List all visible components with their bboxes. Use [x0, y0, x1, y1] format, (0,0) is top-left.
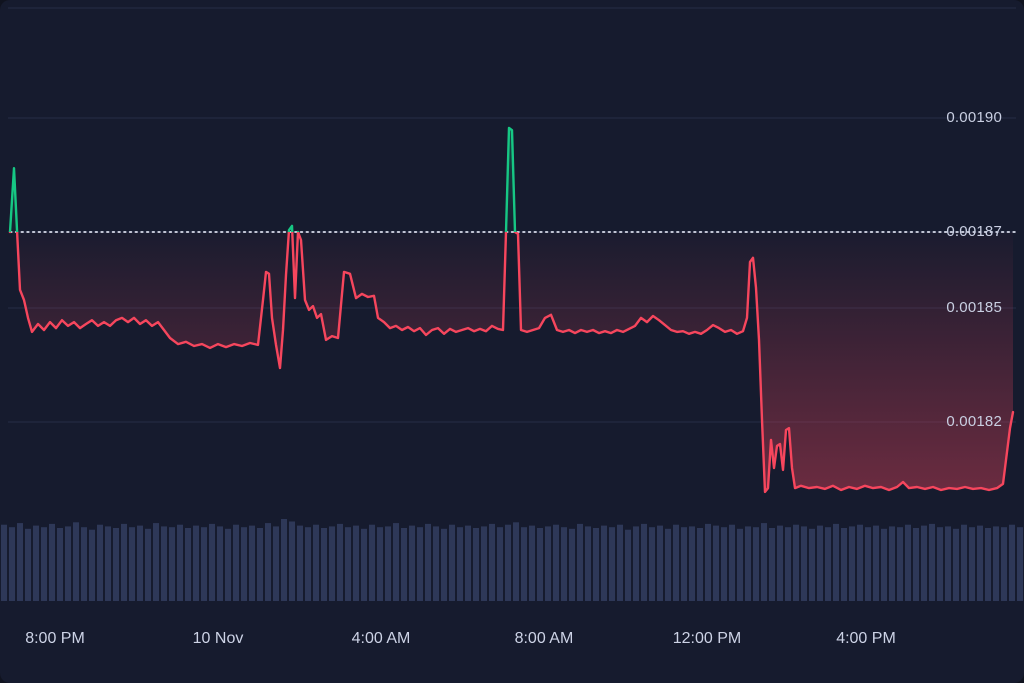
x-axis-tick-label: 8:00 PM — [25, 630, 85, 647]
y-axis-tick-label: 0.00185 — [946, 299, 1002, 316]
x-axis-tick-label: 8:00 AM — [514, 630, 574, 647]
price-line-down — [8, 232, 1015, 494]
area-fill-above-baseline — [10, 127, 1013, 232]
x-axis-tick-label: 10 Nov — [192, 630, 244, 647]
y-axis-tick-label: 0.00182 — [946, 413, 1002, 430]
y-axis-tick-label: 0.00190 — [946, 109, 1002, 126]
x-axis-tick-label: 4:00 AM — [351, 630, 411, 647]
x-axis-tick-label: 4:00 PM — [836, 630, 896, 647]
area-fill-below-baseline — [10, 232, 1013, 492]
x-axis-tick-label: 12:00 PM — [672, 630, 742, 647]
y-axis-tick-label: 0.00187 — [946, 223, 1002, 240]
volume-bars — [1, 519, 1023, 601]
